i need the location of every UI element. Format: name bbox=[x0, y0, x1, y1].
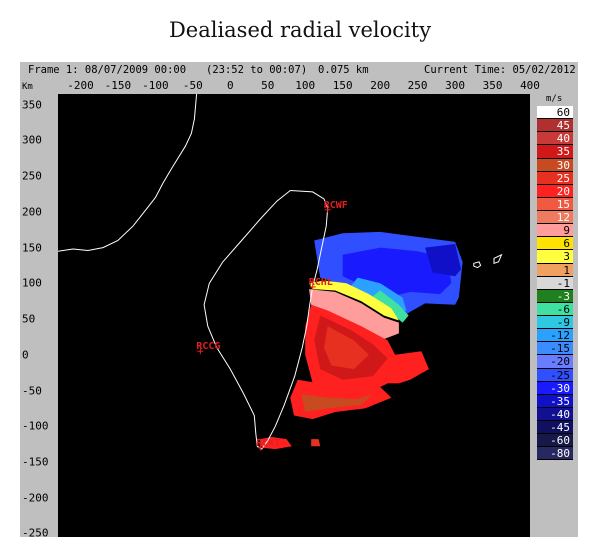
echo-weak-inbound bbox=[309, 289, 399, 340]
colorbar-swatch: 9 bbox=[537, 224, 573, 238]
colorbar-swatch: 25 bbox=[537, 171, 573, 185]
header-bar: Frame 1: 08/07/2009 00:00 (23:52 to 00:0… bbox=[20, 64, 578, 78]
colorbar-swatch: -9 bbox=[537, 316, 573, 330]
figure-title: Dealiased radial velocity bbox=[168, 18, 432, 42]
echo-inbound-inner bbox=[324, 326, 369, 370]
y-tick-label: 200 bbox=[22, 205, 42, 219]
x-tick-label: 400 bbox=[520, 79, 540, 92]
colorbar-swatch: 1 bbox=[537, 263, 573, 277]
colorbar-swatch: -15 bbox=[537, 342, 573, 356]
header-height: 0.075 km bbox=[318, 64, 369, 76]
y-axis-unit: Km bbox=[22, 82, 33, 92]
colorbar-swatch: -35 bbox=[537, 394, 573, 408]
colorbar-swatch: 60 bbox=[537, 106, 573, 120]
y-tick-label: -250 bbox=[22, 526, 49, 540]
colorbar-swatch: -40 bbox=[537, 407, 573, 421]
colorbar-swatch: 30 bbox=[537, 158, 573, 172]
colorbar-swatch: 35 bbox=[537, 145, 573, 159]
colorbar-swatch: 40 bbox=[537, 132, 573, 146]
colorbar-swatch: 20 bbox=[537, 184, 573, 198]
station-label: RCKT bbox=[256, 437, 281, 449]
x-tick-label: 300 bbox=[445, 79, 466, 92]
station-marker bbox=[257, 444, 264, 451]
x-tick-label: 350 bbox=[482, 79, 503, 92]
station-label: RCWF bbox=[323, 199, 348, 211]
y-tick-label: 100 bbox=[22, 276, 42, 290]
colorbar-swatch: -25 bbox=[537, 368, 573, 382]
island-outline bbox=[473, 261, 482, 269]
island-outline-2 bbox=[493, 253, 503, 264]
colorbar-swatch: 45 bbox=[537, 119, 573, 133]
colorbar-swatch: -80 bbox=[537, 447, 573, 461]
x-tick-label: 200 bbox=[370, 79, 391, 92]
header-current-time: Current Time: 05/02/2012 bbox=[424, 64, 576, 76]
echo-inbound-south-core bbox=[301, 394, 373, 412]
y-tick-label: -50 bbox=[22, 384, 42, 398]
colorbar-swatch: -1 bbox=[537, 276, 573, 290]
x-tick-label: -50 bbox=[182, 79, 203, 92]
x-tick-label: 250 bbox=[407, 79, 428, 92]
x-tick-label: -100 bbox=[142, 79, 169, 92]
mainland-coastline bbox=[58, 94, 198, 252]
radar-map bbox=[58, 94, 503, 451]
x-tick-label: 0 bbox=[227, 79, 234, 92]
x-tick-label: 150 bbox=[332, 79, 353, 92]
x-tick-label: 100 bbox=[295, 79, 316, 92]
y-tick-label: 350 bbox=[22, 98, 42, 112]
colorbar-swatch: -3 bbox=[537, 289, 573, 303]
colorbar-swatch: -12 bbox=[537, 329, 573, 343]
y-tick-label: 0 bbox=[22, 348, 29, 362]
colorbar-swatch: 12 bbox=[537, 211, 573, 225]
station-marker bbox=[309, 283, 316, 290]
colorbar-swatch: 3 bbox=[537, 250, 573, 264]
radar-plot-area: RCWF RCHL RCCG RCKT bbox=[58, 94, 530, 537]
colorbar-swatch: -45 bbox=[537, 421, 573, 435]
header-frame: Frame 1: 08/07/2009 00:00 bbox=[28, 64, 187, 76]
colorbar-swatch: -6 bbox=[537, 302, 573, 316]
y-tick-label: 300 bbox=[22, 133, 42, 147]
x-tick-label: 50 bbox=[261, 79, 275, 92]
y-tick-label: -200 bbox=[22, 491, 49, 505]
colorbar: 60 45 40 35 30 25 20 15 12 9 6 3 1 -1 -3 -6 -9 -12 -15 -20-… bbox=[537, 106, 573, 461]
y-tick-label: 250 bbox=[22, 169, 42, 183]
y-tick-label: 150 bbox=[22, 241, 42, 255]
x-tick-label: -150 bbox=[104, 79, 132, 92]
station-marker bbox=[197, 348, 204, 355]
colorbar-swatch: 15 bbox=[537, 197, 573, 211]
taiwan-coastline bbox=[203, 190, 329, 450]
colorbar-swatch: -30 bbox=[537, 381, 573, 395]
echo-zero-line-yellow bbox=[309, 280, 399, 321]
header-time-window: (23:52 to 00:07) bbox=[206, 64, 308, 76]
echo-near-zero-green bbox=[372, 290, 409, 323]
colorbar-swatch: -20 bbox=[537, 355, 573, 369]
y-tick-label: -100 bbox=[22, 419, 49, 433]
colorbar-swatch: 6 bbox=[537, 237, 573, 251]
x-tick-label: -200 bbox=[67, 79, 94, 92]
colorbar-unit: m/s bbox=[546, 94, 563, 104]
echo-outbound-deep bbox=[425, 244, 462, 277]
station-label: RCHL bbox=[308, 276, 333, 288]
y-tick-label: -150 bbox=[22, 455, 49, 469]
echo-small-cell bbox=[311, 439, 321, 447]
y-tick-label: 50 bbox=[22, 312, 36, 326]
colorbar-swatch: -60 bbox=[537, 434, 573, 448]
station-marker bbox=[324, 206, 331, 213]
station-label: RCCG bbox=[196, 341, 221, 353]
